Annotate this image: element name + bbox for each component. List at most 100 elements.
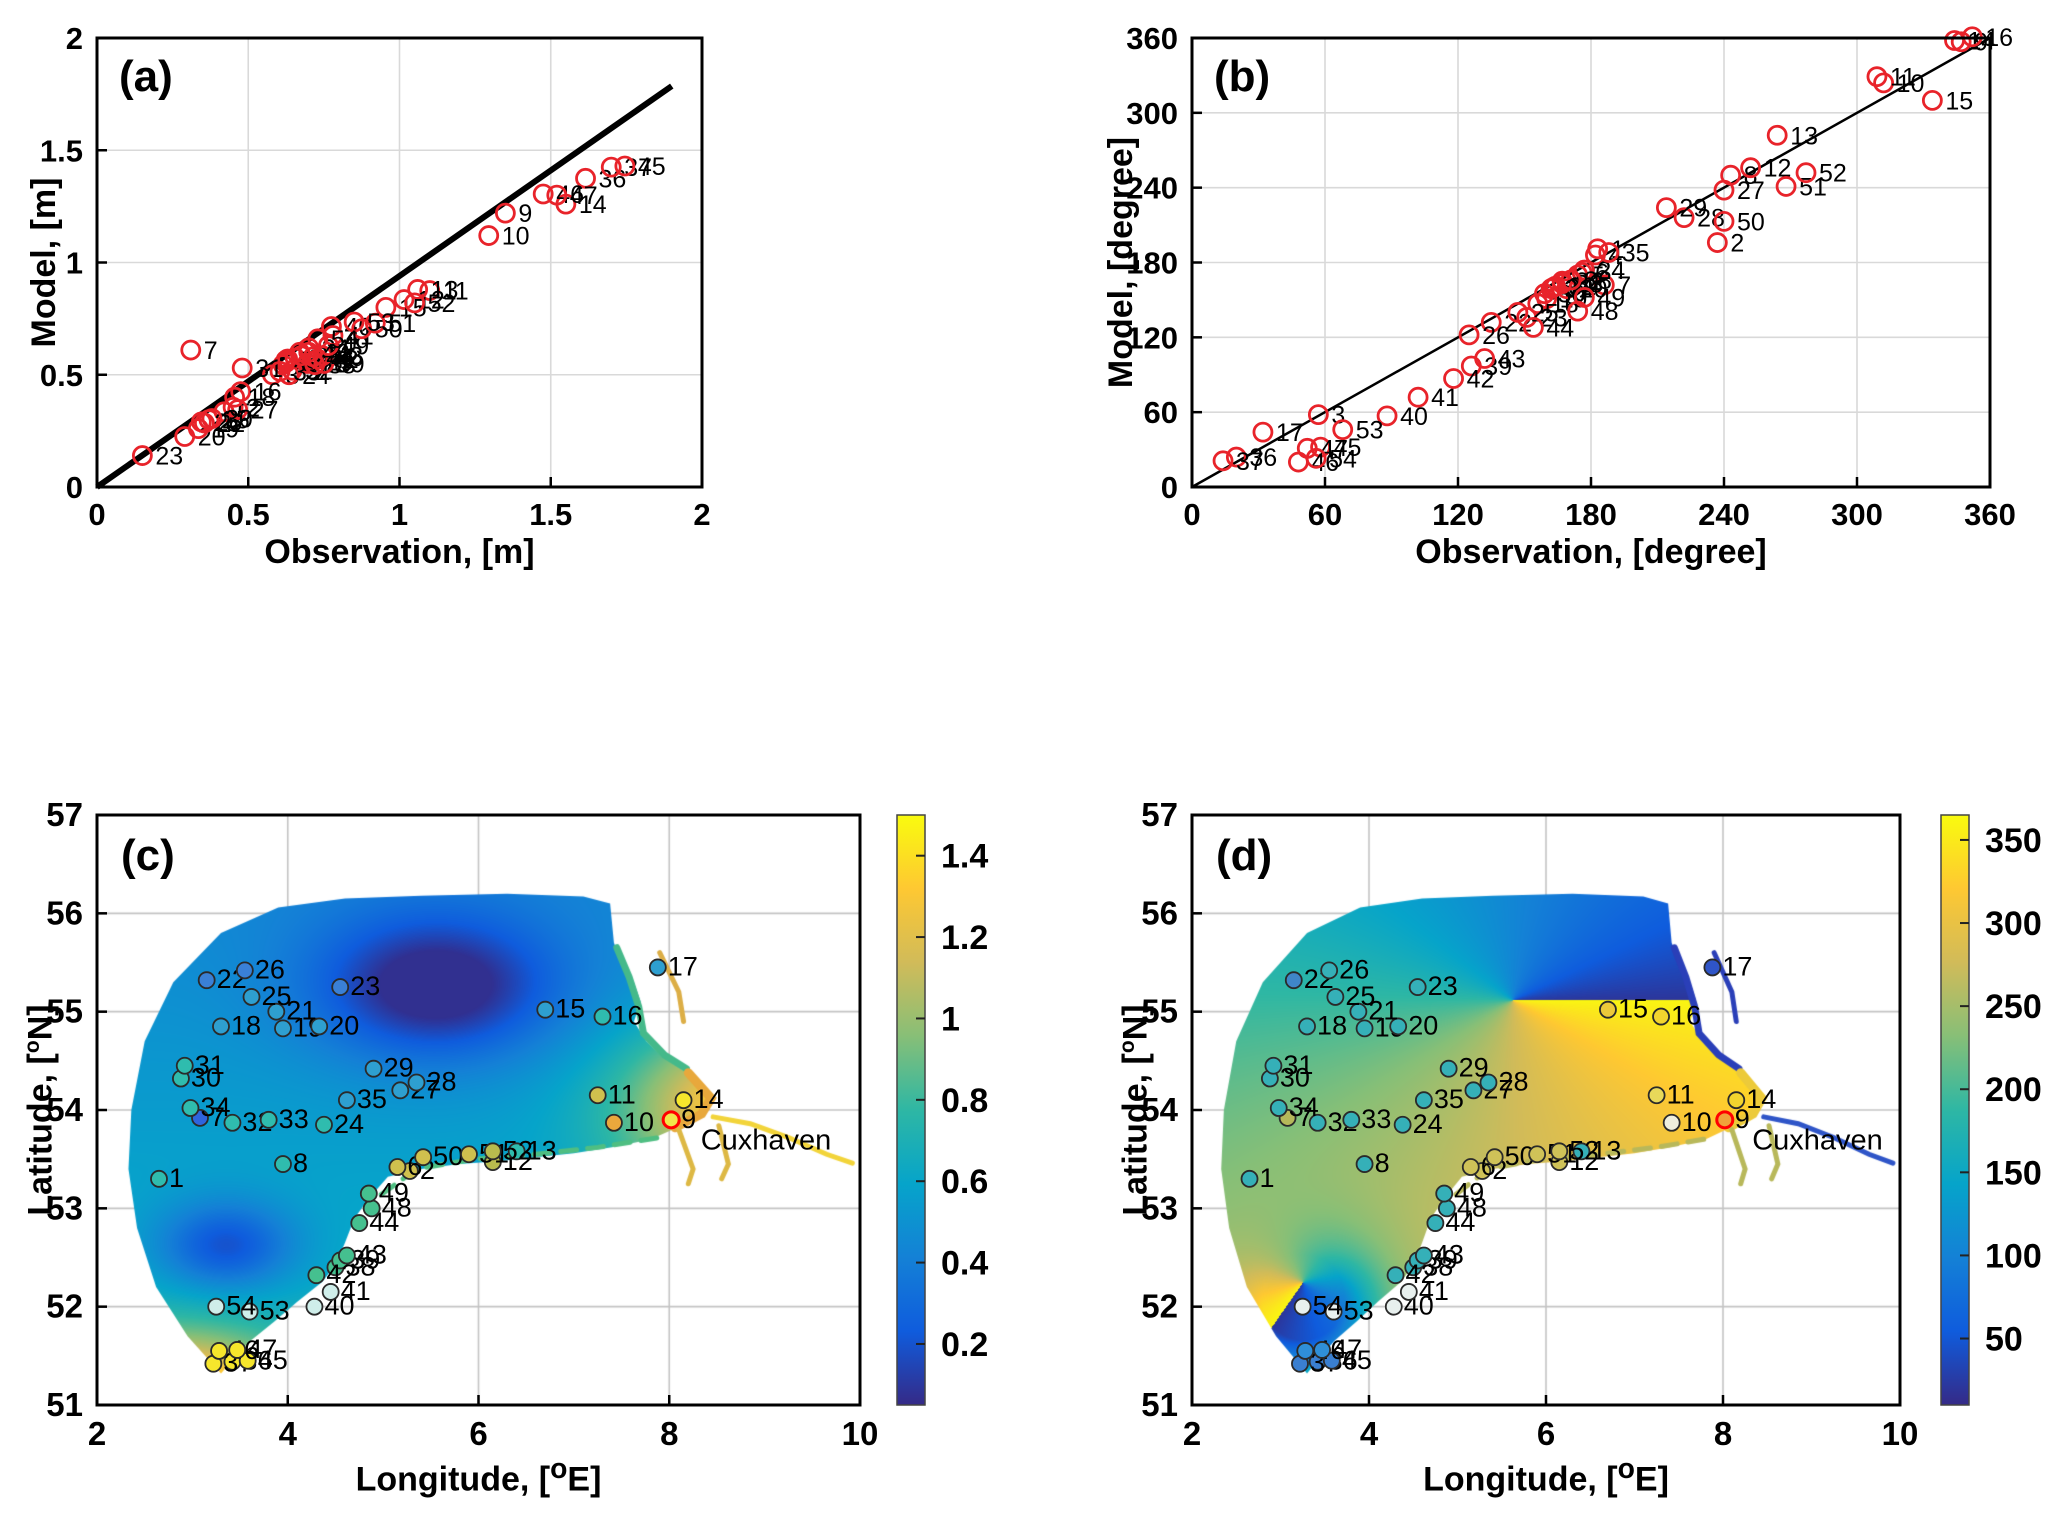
scatter-point-label-54: 54: [331, 326, 359, 354]
scatter-point-26: [190, 411, 212, 433]
map-station-54: [207, 1297, 226, 1316]
map-station-51: [460, 1145, 478, 1164]
colorbar-gradient: [1940, 814, 1970, 1406]
map-station-35: [337, 1091, 356, 1110]
scatter-point-12: [393, 289, 415, 310]
map-station-label-41: 41: [341, 1276, 371, 1306]
scatter-point-7: [180, 339, 202, 361]
map-station-23: [1408, 978, 1427, 996]
map-station-label-17: 17: [668, 951, 698, 981]
map-station-label-28: 28: [427, 1066, 457, 1096]
scatter-point-53: [1332, 419, 1354, 441]
map-station-label-23: 23: [350, 971, 380, 1001]
scatter-point-label-27: 27: [251, 397, 279, 425]
map-station-24: [1393, 1115, 1412, 1134]
map-station-50: [1485, 1148, 1504, 1167]
scatter-point-49: [1573, 287, 1595, 308]
scatter-point-45: [614, 155, 636, 177]
map-station-label-53: 53: [1344, 1296, 1374, 1326]
map-station-label-54: 54: [1313, 1291, 1343, 1321]
y-tick-label: 54: [46, 1091, 83, 1128]
x-tick-label: 2: [693, 497, 710, 532]
scatter-point-12: [1740, 157, 1761, 179]
map-station-14: [674, 1091, 693, 1110]
scatter-point-51: [1775, 176, 1797, 197]
map-station-53: [1324, 1302, 1343, 1321]
scatter-point-label-4: 4: [1608, 242, 1622, 270]
y-tick-label: 300: [1126, 96, 1178, 131]
map-station-32: [1308, 1113, 1327, 1132]
map-station-13: [1572, 1142, 1591, 1161]
colorbar-tick-label: 100: [1985, 1237, 2042, 1275]
colorbar-tick-label: 150: [1985, 1154, 2042, 1192]
scatter-point-label-19: 19: [211, 416, 239, 444]
colorbar-tick-label: 1.4: [941, 838, 988, 876]
map-station-label-10: 10: [624, 1107, 654, 1137]
map-station-label-21: 21: [286, 996, 316, 1026]
colorbar-c: 0.2 0.4 0.6 0.8 1 1.2 1.4: [896, 814, 988, 1406]
x-tick-label: 0: [1183, 497, 1200, 532]
scatter-point-label-6: 6: [1595, 259, 1609, 287]
y-tick-label: 360: [1126, 21, 1178, 56]
colorbar-tick-label: 0.8: [941, 1082, 988, 1120]
map-station-label-25: 25: [1345, 981, 1375, 1011]
x-tick-label: 60: [1308, 497, 1342, 532]
map-station-label-52: 52: [503, 1135, 533, 1165]
y-tick-label: 1.5: [40, 133, 83, 168]
scatter-point-44: [1522, 316, 1544, 338]
y-tick-label: 51: [1141, 1386, 1178, 1423]
scatter-point-13: [1766, 124, 1788, 146]
map-station-label-48: 48: [1457, 1192, 1487, 1222]
map-station-label-53: 53: [260, 1296, 290, 1326]
colorbar-gradient: [896, 814, 926, 1406]
map-station-42: [307, 1266, 326, 1285]
scatter-point-label-10: 10: [1897, 70, 1925, 98]
map-station-15: [1599, 1000, 1617, 1019]
map-station-label-49: 49: [1454, 1178, 1484, 1208]
panel-c-xaxis-title: Longitude, [oE]: [355, 1453, 602, 1499]
map-station-51: [1528, 1145, 1547, 1164]
map-station-label-23: 23: [1428, 971, 1458, 1001]
scatter-point-label-32: 32: [1569, 273, 1597, 301]
scatter-point-52: [404, 292, 426, 314]
scatter-point-51: [364, 312, 386, 334]
scatter-point-36: [575, 167, 596, 189]
scatter-point-label-30: 30: [225, 406, 253, 434]
map-station-35: [1414, 1091, 1433, 1110]
scatter-point-label-40: 40: [1400, 403, 1428, 431]
scatter-point-label-15: 15: [1945, 87, 1973, 115]
map-station-31: [1264, 1056, 1283, 1075]
map-station-label-8: 8: [293, 1148, 308, 1178]
colorbar-tick-label: 1.2: [941, 919, 988, 957]
scatter-point-label-23: 23: [155, 443, 183, 471]
map-station-label-49: 49: [379, 1178, 409, 1208]
scatter-point-label-47: 47: [570, 182, 598, 210]
scatter-point-label-9: 9: [518, 200, 532, 228]
map-station-17: [1703, 958, 1722, 977]
scatter-point-label-52: 52: [1819, 160, 1847, 188]
scatter-point-50: [1713, 210, 1735, 232]
scatter-point-label-18: 18: [248, 384, 276, 412]
scatter-point-7: [1593, 274, 1615, 296]
x-tick-label: 4: [279, 1415, 298, 1452]
scatter-point-label-37: 37: [1236, 448, 1264, 476]
map-station-1: [1240, 1169, 1259, 1188]
scatter-point-49: [318, 335, 339, 356]
map-station-33: [1342, 1110, 1361, 1129]
map-station-29: [1439, 1059, 1458, 1078]
map-station-6: [388, 1158, 407, 1176]
y-tick-label: 0: [66, 470, 83, 505]
y-tick-label: 52: [46, 1288, 83, 1325]
map-station-11: [588, 1086, 607, 1105]
scatter-point-31: [231, 357, 253, 379]
scatter-point-45: [1310, 436, 1331, 458]
x-tick-label: 2: [1183, 1415, 1201, 1452]
map-station-label-17: 17: [1722, 951, 1752, 981]
map-station-label-33: 33: [1361, 1104, 1391, 1134]
map-station-23: [331, 978, 350, 996]
x-tick-label: 10: [842, 1415, 879, 1452]
map-station-49: [359, 1184, 378, 1203]
scatter-point-label-5: 5: [237, 399, 251, 427]
map-station-21: [1349, 1002, 1368, 1021]
scatter-point-label-54: 54: [1329, 445, 1357, 473]
